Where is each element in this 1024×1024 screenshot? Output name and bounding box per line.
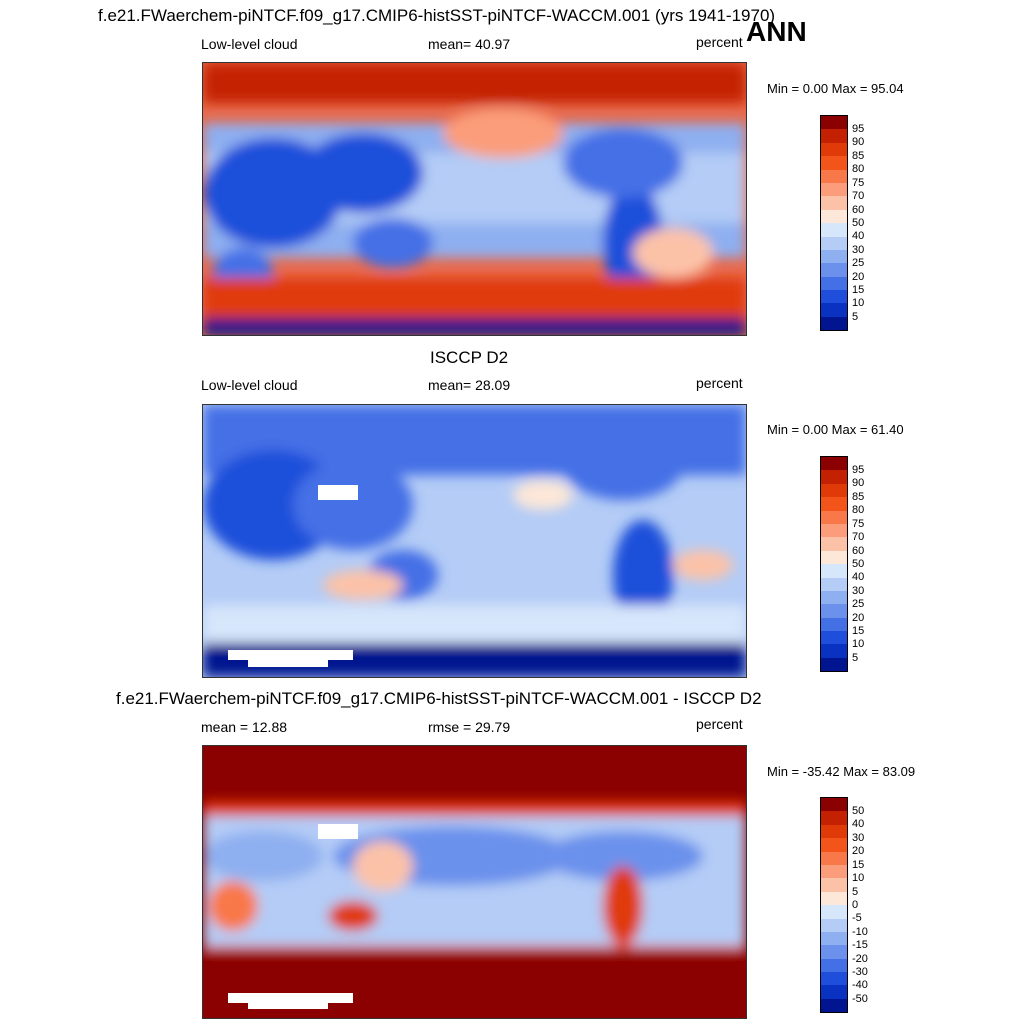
cbar1-tick: 95 bbox=[852, 123, 865, 135]
panel1-map bbox=[202, 62, 747, 336]
panel1-mean: mean= 40.97 bbox=[428, 36, 511, 52]
cbar1-tick: 30 bbox=[852, 244, 865, 256]
panel3-rmse: rmse = 29.79 bbox=[428, 719, 511, 735]
cbar3-tick: 0 bbox=[852, 899, 859, 911]
cbar2-tick: 15 bbox=[852, 625, 865, 637]
cbar2-tick: 70 bbox=[852, 531, 865, 543]
cbar2-tick: 80 bbox=[852, 504, 865, 516]
season-label: ANN bbox=[746, 16, 807, 47]
cbar1-tick: 25 bbox=[852, 257, 865, 269]
cbar1-tick: 40 bbox=[852, 230, 865, 242]
cbar3-tick: 20 bbox=[852, 845, 865, 857]
cbar2-tick: 10 bbox=[852, 638, 865, 650]
cbar1-tick: 60 bbox=[852, 204, 865, 216]
cbar3-tick: -20 bbox=[852, 953, 868, 965]
cbar3-tick: -50 bbox=[852, 993, 868, 1005]
cbar1-tick: 80 bbox=[852, 163, 865, 175]
cbar1-tick: 90 bbox=[852, 136, 865, 148]
cbar2-tick: 25 bbox=[852, 598, 865, 610]
panel1-units: percent bbox=[696, 34, 743, 50]
cbar1-tick: 15 bbox=[852, 284, 865, 296]
cbar1-tick: 20 bbox=[852, 271, 865, 283]
cbar2-tick: 85 bbox=[852, 491, 865, 503]
cbar1-tick: 10 bbox=[852, 297, 865, 309]
cbar3-tick: -5 bbox=[852, 912, 862, 924]
cbar3-tick: 50 bbox=[852, 805, 865, 817]
panel3-units: percent bbox=[696, 716, 743, 732]
cbar1-tick: 75 bbox=[852, 177, 865, 189]
cbar3-tick: 40 bbox=[852, 818, 865, 830]
cbar1-tick: 50 bbox=[852, 217, 865, 229]
panel2-map bbox=[202, 404, 747, 678]
panel2-variable-label: Low-level cloud bbox=[201, 377, 298, 393]
cbar2-tick: 20 bbox=[852, 612, 865, 624]
panel3-map bbox=[202, 745, 747, 1019]
cbar2-tick: 75 bbox=[852, 518, 865, 530]
cbar3-tick: 10 bbox=[852, 872, 865, 884]
cbar1-tick: 85 bbox=[852, 150, 865, 162]
cbar1-tick: 5 bbox=[852, 311, 859, 323]
panel2-minmax: Min = 0.00 Max = 61.40 bbox=[767, 422, 904, 437]
panel2-colorbar bbox=[820, 456, 848, 673]
cbar1-tick: 70 bbox=[852, 190, 865, 202]
cbar2-tick: 60 bbox=[852, 545, 865, 557]
panel3-mean: mean = 12.88 bbox=[201, 719, 288, 735]
panel2-title: ISCCP D2 bbox=[430, 348, 509, 367]
cbar3-tick: -40 bbox=[852, 979, 868, 991]
panel3-colorbar bbox=[820, 797, 848, 1014]
main-title: f.e21.FWaerchem-piNTCF.f09_g17.CMIP6-his… bbox=[98, 6, 776, 25]
panel1-colorbar bbox=[820, 115, 848, 332]
cbar3-tick: 15 bbox=[852, 859, 865, 871]
cbar3-tick: -15 bbox=[852, 939, 868, 951]
cbar2-tick: 5 bbox=[852, 652, 859, 664]
cbar3-tick: 30 bbox=[852, 832, 865, 844]
panel1-variable-label: Low-level cloud bbox=[201, 36, 298, 52]
cbar3-tick: -30 bbox=[852, 966, 868, 978]
panel3-minmax: Min = -35.42 Max = 83.09 bbox=[767, 764, 916, 779]
cbar3-tick: 5 bbox=[852, 886, 859, 898]
cbar2-tick: 90 bbox=[852, 477, 865, 489]
cbar2-tick: 95 bbox=[852, 464, 865, 476]
cbar3-tick: -10 bbox=[852, 926, 868, 938]
panel3-title: f.e21.FWaerchem-piNTCF.f09_g17.CMIP6-his… bbox=[116, 689, 762, 708]
panel1-minmax: Min = 0.00 Max = 95.04 bbox=[767, 81, 904, 96]
cbar2-tick: 30 bbox=[852, 585, 865, 597]
panel2-units: percent bbox=[696, 375, 743, 391]
cbar2-tick: 40 bbox=[852, 571, 865, 583]
panel2-mean: mean= 28.09 bbox=[428, 377, 511, 393]
cbar2-tick: 50 bbox=[852, 558, 865, 570]
